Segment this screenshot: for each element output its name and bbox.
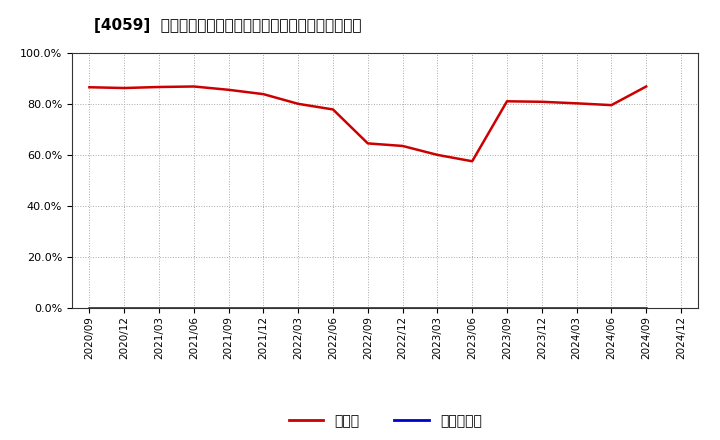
- 有利子負債: [642, 305, 651, 311]
- 現預金: [433, 152, 442, 158]
- 現預金: [225, 87, 233, 92]
- 有利子負債: [328, 305, 337, 311]
- 現預金: [572, 101, 581, 106]
- 有利子負債: [468, 305, 477, 311]
- 現預金: [468, 159, 477, 164]
- 現預金: [85, 84, 94, 90]
- 現預金: [294, 101, 302, 106]
- Line: 現預金: 現預金: [89, 87, 647, 161]
- 有利子負債: [607, 305, 616, 311]
- 現預金: [537, 99, 546, 104]
- 現預金: [503, 99, 511, 104]
- Legend: 現預金, 有利子負債: 現預金, 有利子負債: [283, 409, 487, 434]
- 有利子負債: [503, 305, 511, 311]
- 有利子負債: [537, 305, 546, 311]
- 現預金: [328, 107, 337, 112]
- 有利子負債: [433, 305, 442, 311]
- 有利子負債: [364, 305, 372, 311]
- 現預金: [155, 84, 163, 90]
- Text: [4059]  現預金、有利子負債の総資産に対する比率の推移: [4059] 現預金、有利子負債の総資産に対する比率の推移: [94, 18, 361, 33]
- 有利子負債: [120, 305, 129, 311]
- 現預金: [398, 143, 407, 149]
- 有利子負債: [294, 305, 302, 311]
- 有利子負債: [259, 305, 268, 311]
- 有利子負債: [225, 305, 233, 311]
- 現預金: [364, 141, 372, 146]
- 有利子負債: [572, 305, 581, 311]
- 現預金: [189, 84, 198, 89]
- 現預金: [642, 84, 651, 89]
- 有利子負債: [155, 305, 163, 311]
- 有利子負債: [85, 305, 94, 311]
- 有利子負債: [398, 305, 407, 311]
- 現預金: [259, 92, 268, 97]
- 現預金: [607, 103, 616, 108]
- 現預金: [120, 85, 129, 91]
- 有利子負債: [189, 305, 198, 311]
